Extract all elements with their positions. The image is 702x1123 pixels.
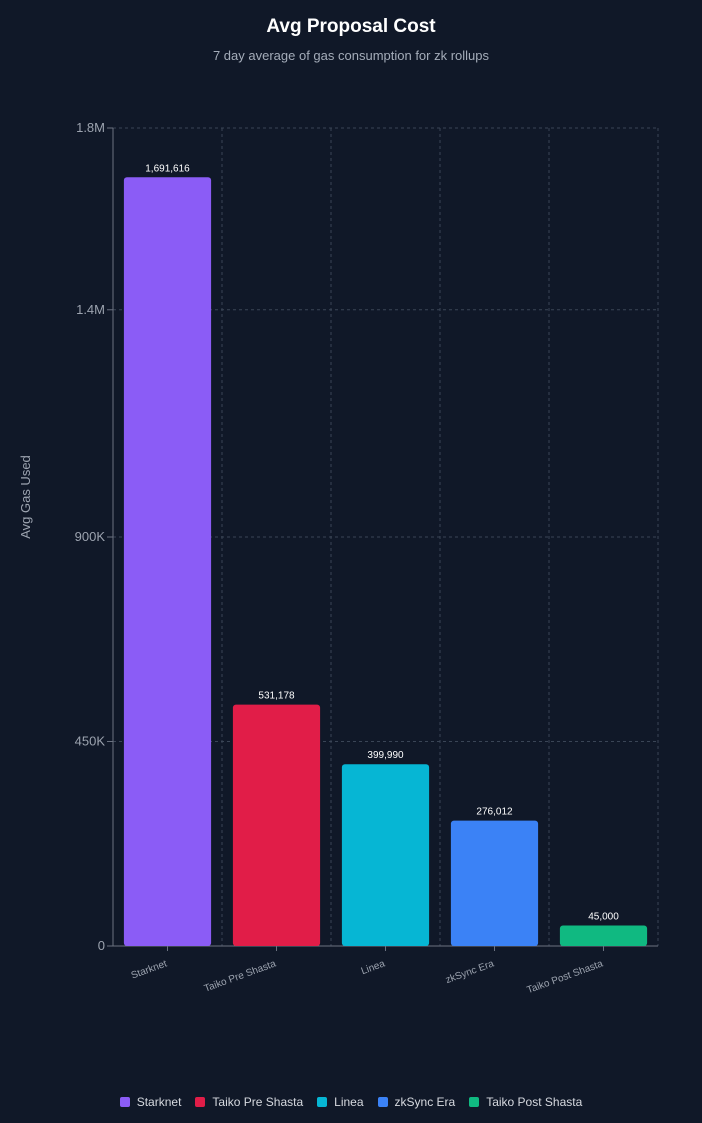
data-label: 399,990	[367, 750, 404, 761]
legend-label: Starknet	[136, 1095, 182, 1109]
bar-starknet	[123, 177, 212, 946]
legend-swatch	[317, 1097, 328, 1107]
legend-item[interactable]: zkSync Era	[377, 1095, 456, 1109]
bar-linea	[341, 764, 430, 946]
legend-swatch	[195, 1097, 206, 1107]
chart-title: Avg Proposal Cost	[266, 16, 436, 37]
legend-item[interactable]: Taiko Post Shasta	[469, 1095, 582, 1109]
y-tick-label: 1.8M	[76, 120, 105, 135]
y-tick-label: 900K	[75, 529, 106, 544]
data-label: 276,012	[476, 807, 513, 818]
chart-subtitle: 7 day average of gas consumption for zk …	[212, 48, 490, 63]
legend-item[interactable]: Taiko Pre Shasta	[195, 1095, 303, 1109]
x-tick-label: Taiko Post Shasta	[526, 958, 605, 996]
legend-swatch	[119, 1097, 130, 1107]
x-tick-label: zkSync Era	[444, 958, 496, 986]
y-tick-label: 0	[98, 938, 105, 953]
bar-zksync-era	[450, 820, 539, 946]
bar-taiko-post-shasta	[559, 925, 648, 946]
x-tick-label: Linea	[360, 958, 387, 977]
y-tick-label: 1.4M	[76, 302, 105, 317]
bar-taiko-pre-shasta	[232, 704, 321, 946]
x-tick-label: Starknet	[130, 958, 169, 981]
y-axis-label: Avg Gas Used	[18, 455, 33, 539]
data-label: 45,000	[588, 912, 619, 923]
chart-legend: Starknet Taiko Pre Shasta Linea zkSync Era T…	[0, 1095, 702, 1109]
x-tick-label: Taiko Pre Shasta	[203, 958, 278, 994]
data-label: 531,178	[258, 691, 295, 702]
legend-label: Taiko Pre Shasta	[212, 1095, 304, 1109]
legend-label: zkSync Era	[394, 1095, 456, 1109]
legend-swatch	[377, 1097, 388, 1107]
y-tick-label: 450K	[75, 734, 106, 749]
legend-item[interactable]: Starknet	[119, 1095, 182, 1109]
data-label: 1,691,616	[145, 163, 190, 174]
legend-item[interactable]: Linea	[317, 1095, 364, 1109]
legend-label: Linea	[334, 1095, 364, 1109]
bar-chart: 0 450K 900K 1.4M 1.8M Avg Gas Used 1,691,616 St…	[18, 120, 659, 996]
legend-swatch	[469, 1097, 480, 1107]
legend-label: Taiko Post Shasta	[486, 1095, 583, 1109]
